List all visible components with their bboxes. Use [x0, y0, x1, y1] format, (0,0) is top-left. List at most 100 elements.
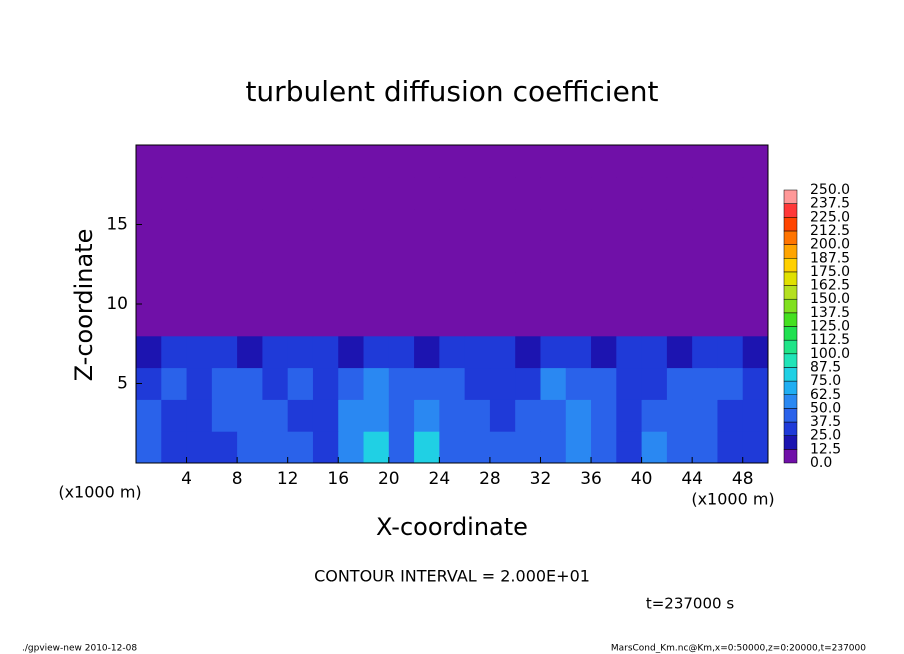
heat-cell: [742, 240, 769, 273]
heat-cell: [717, 399, 744, 432]
heat-cell: [161, 272, 188, 305]
heat-cell: [237, 304, 263, 337]
heat-cell: [692, 272, 718, 305]
heat-cell: [287, 176, 314, 210]
heat-cell: [742, 335, 769, 369]
heat-cell: [414, 399, 440, 432]
heat-cell: [515, 335, 541, 369]
chart-title: turbulent diffusion coefficient: [245, 75, 658, 108]
heat-cell: [287, 272, 314, 305]
heat-cell: [439, 304, 466, 337]
heat-cell: [616, 240, 643, 273]
colorbar-label: 37.5: [810, 414, 841, 430]
heat-cell: [717, 272, 744, 305]
heat-cell: [186, 431, 213, 464]
heat-cell: [439, 145, 466, 178]
heat-cell: [262, 272, 289, 305]
heat-cell: [237, 208, 263, 241]
heat-cell: [591, 176, 617, 210]
heat-cell: [742, 431, 769, 464]
heat-cell: [717, 431, 744, 464]
heat-cell: [388, 304, 415, 337]
colorbar-label: 187.5: [810, 250, 850, 266]
heat-cell: [186, 176, 213, 210]
colorbar-label: 175.0: [810, 264, 850, 280]
heat-cell: [464, 399, 491, 432]
heat-cell: [338, 367, 365, 400]
heat-cell: [616, 145, 643, 178]
heat-cell: [717, 145, 744, 178]
heat-cell: [540, 304, 567, 337]
heat-cell: [237, 335, 263, 369]
x-unit-label: (x1000 m): [691, 490, 774, 509]
heat-cell: [237, 272, 263, 305]
heat-cell: [186, 272, 213, 305]
heat-cell: [186, 145, 213, 178]
heat-cell: [338, 145, 365, 178]
heat-cell: [136, 145, 162, 178]
heat-cell: [464, 335, 491, 369]
heat-cell: [666, 176, 693, 210]
annotation: t=237000 s: [646, 595, 734, 613]
heat-cell: [388, 335, 415, 369]
heat-cell: [540, 240, 567, 273]
heat-cell: [717, 176, 744, 210]
heat-cell: [287, 367, 314, 400]
heat-cell: [211, 335, 238, 369]
heat-cell: [338, 304, 365, 337]
heat-cell: [692, 335, 718, 369]
heat-cell: [439, 272, 466, 305]
heat-cell: [692, 399, 718, 432]
heat-cell: [666, 335, 693, 369]
heat-cell: [742, 367, 769, 400]
heat-cell: [717, 240, 744, 273]
heat-cell: [414, 272, 440, 305]
colorbar-label: 62.5: [810, 387, 841, 403]
heat-cell: [338, 431, 365, 464]
heat-cell: [692, 145, 718, 178]
heat-cell: [641, 367, 668, 400]
heat-cell: [439, 240, 466, 273]
heat-cell: [414, 208, 440, 241]
heat-cell: [742, 399, 769, 432]
heat-cell: [388, 367, 415, 400]
colorbar-label: 87.5: [810, 359, 841, 375]
heat-cell: [742, 304, 769, 337]
colorbar-swatch: [783, 326, 798, 341]
colorbar-label: 75.0: [810, 373, 841, 389]
heat-cell: [742, 272, 769, 305]
heat-cell: [237, 431, 263, 464]
colorbar-swatch: [783, 189, 798, 204]
heat-cell: [489, 399, 516, 432]
heat-cell: [616, 272, 643, 305]
heat-cell: [591, 431, 617, 464]
x-unit-label: (x1000 m): [58, 483, 141, 502]
heat-cell: [186, 304, 213, 337]
heat-cell: [136, 335, 162, 369]
heat-cell: [161, 335, 188, 369]
heat-cell: [515, 399, 541, 432]
colorbar-label: 100.0: [810, 346, 850, 362]
heat-cell: [641, 431, 668, 464]
heat-cell: [363, 304, 390, 337]
heat-cell: [363, 208, 390, 241]
heat-cell: [186, 208, 213, 241]
colorbar-swatch: [783, 258, 798, 273]
heat-cell: [515, 367, 541, 400]
heat-cell: [211, 145, 238, 178]
heat-cell: [136, 399, 162, 432]
heat-cell: [338, 272, 365, 305]
heat-cell: [237, 399, 263, 432]
x-tick-label: 36: [580, 469, 602, 489]
heat-cell: [666, 367, 693, 400]
heat-cell: [262, 304, 289, 337]
heat-cell: [439, 335, 466, 369]
heat-cell: [742, 176, 769, 210]
heat-cell: [641, 176, 668, 210]
colorbar-swatch: [783, 421, 798, 436]
heat-cell: [742, 145, 769, 178]
heat-cell: [414, 367, 440, 400]
heat-cell: [338, 176, 365, 210]
heat-cell: [565, 431, 592, 464]
heat-cell: [565, 272, 592, 305]
